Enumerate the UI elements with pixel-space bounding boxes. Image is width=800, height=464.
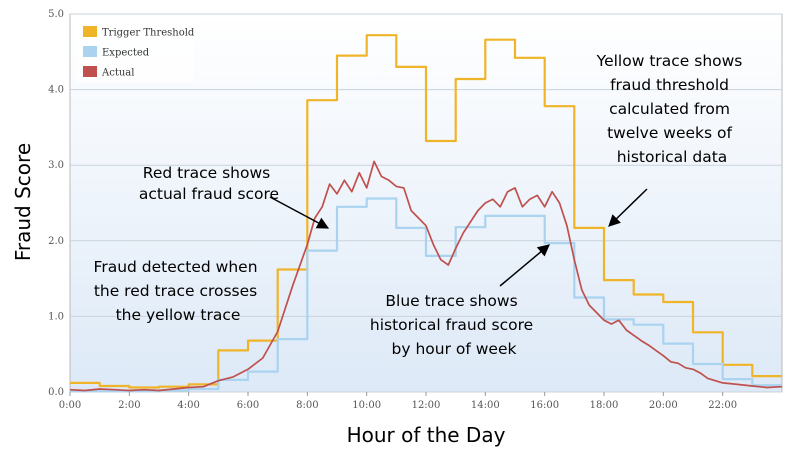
annotation-line: the red trace crosses bbox=[94, 282, 257, 300]
x-tick-label: 10:00 bbox=[352, 400, 381, 411]
annotation-red-trace: Red trace shows actual fraud score bbox=[139, 164, 330, 229]
x-tick-label: 20:00 bbox=[649, 400, 678, 411]
annotation-line: fraud threshold bbox=[610, 76, 729, 94]
y-tick-label: 2.0 bbox=[48, 236, 64, 247]
annotation-line: calculated from bbox=[609, 100, 730, 118]
y-tick-label: 3.0 bbox=[48, 160, 64, 171]
x-axis-ticks: 0:00 2:00 4:00 6:00 8:00 10:00 12:00 14:00 16:00… bbox=[59, 392, 737, 411]
expected-series-line bbox=[70, 197, 782, 393]
y-axis-ticks: 0.0 1.0 2.0 3.0 4.0 5.0 bbox=[48, 9, 64, 398]
legend-swatch bbox=[83, 66, 97, 77]
y-tick-label: 4.0 bbox=[48, 85, 64, 96]
svg-text:Red trace shows actual f: Red trace shows actual fraud score bbox=[139, 164, 279, 203]
legend-swatch bbox=[83, 26, 97, 37]
legend-swatch bbox=[83, 46, 97, 57]
legend: Trigger Threshold Expected Actual bbox=[76, 20, 195, 82]
annotation-fraud-detected: Fraud detected when the red trace crosse… bbox=[94, 258, 263, 324]
x-tick-label: 16:00 bbox=[530, 400, 559, 411]
arrow-blue-trace bbox=[499, 244, 550, 287]
annotation-line: actual fraud score bbox=[139, 185, 279, 203]
svg-text:Blue trace shows histori: Blue trace shows historical fraud score … bbox=[370, 292, 538, 358]
annotation-line: Yellow trace shows bbox=[596, 52, 743, 70]
x-tick-label: 18:00 bbox=[590, 400, 619, 411]
y-tick-label: 0.0 bbox=[48, 387, 64, 398]
annotation-yellow-trace: Yellow trace shows fraud threshold calcu… bbox=[596, 52, 748, 227]
x-tick-label: 12:00 bbox=[412, 400, 441, 411]
annotation-line: the yellow trace bbox=[116, 306, 241, 324]
annotation-blue-trace: Blue trace shows historical fraud score … bbox=[370, 244, 550, 358]
x-tick-label: 2:00 bbox=[118, 400, 140, 411]
svg-text:Yellow trace shows fraud: Yellow trace shows fraud threshold calcu… bbox=[596, 52, 748, 166]
series-layer bbox=[69, 34, 783, 393]
x-tick-label: 4:00 bbox=[177, 400, 199, 411]
actual-series-line bbox=[69, 160, 783, 392]
legend-label: Trigger Threshold bbox=[102, 28, 195, 39]
y-axis-title: Fraud Score bbox=[11, 143, 35, 261]
annotation-line: twelve weeks of bbox=[607, 124, 732, 142]
y-tick-label: 5.0 bbox=[48, 9, 64, 20]
arrow-red-trace bbox=[269, 196, 330, 229]
arrow-yellow-trace bbox=[608, 188, 648, 227]
x-tick-label: 0:00 bbox=[59, 400, 81, 411]
annotation-line: Red trace shows bbox=[143, 164, 270, 182]
annotation-line: Blue trace shows bbox=[385, 292, 517, 310]
x-tick-label: 6:00 bbox=[237, 400, 259, 411]
trigger-threshold-series-line bbox=[70, 34, 782, 389]
svg-text:Fraud detected when the: Fraud detected when the red trace crosse… bbox=[94, 258, 263, 324]
annotation-line: Fraud detected when bbox=[94, 258, 258, 276]
legend-label: Expected bbox=[102, 48, 150, 59]
annotation-line: by hour of week bbox=[392, 340, 517, 358]
x-tick-label: 22:00 bbox=[708, 400, 737, 411]
annotation-line: historical fraud score bbox=[370, 316, 533, 334]
x-axis-title: Hour of the Day bbox=[347, 423, 506, 447]
y-tick-label: 1.0 bbox=[48, 311, 64, 322]
annotation-line: historical data bbox=[617, 148, 728, 166]
legend-label: Actual bbox=[101, 68, 134, 79]
x-tick-label: 8:00 bbox=[296, 400, 318, 411]
x-tick-label: 14:00 bbox=[471, 400, 500, 411]
